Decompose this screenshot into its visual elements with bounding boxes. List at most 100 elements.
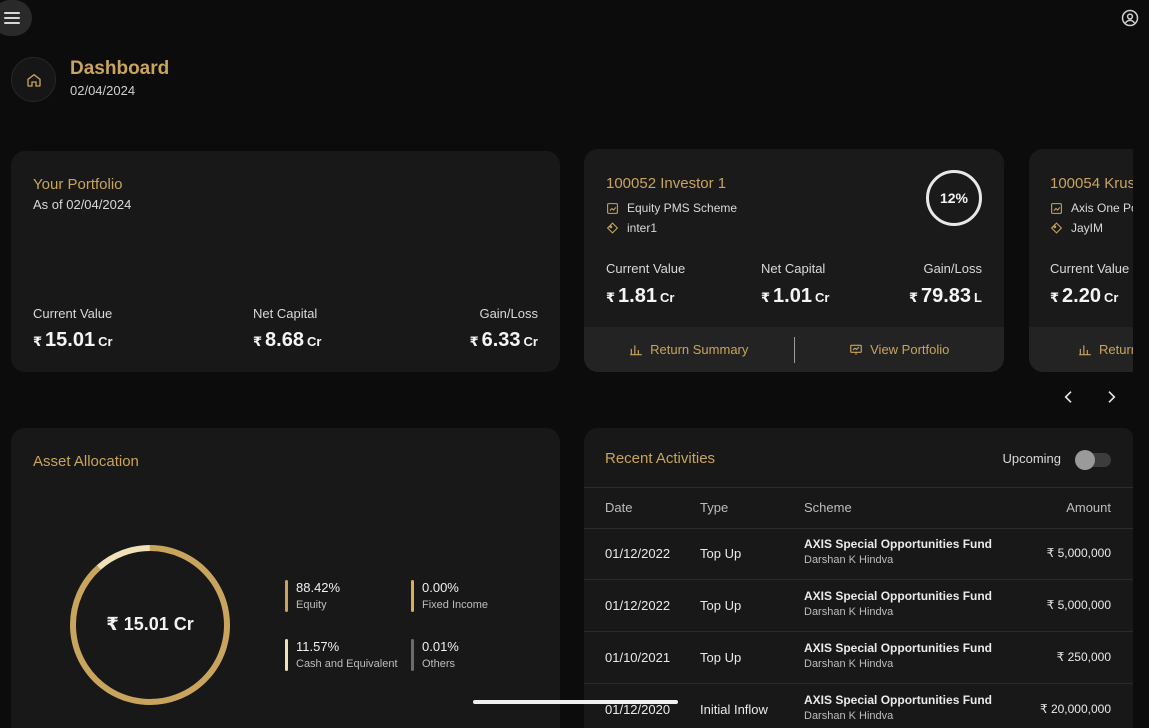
donut-segment-cash-and-equivalent xyxy=(96,545,151,570)
chevron-left-icon[interactable] xyxy=(1061,389,1077,405)
page-title: Dashboard xyxy=(70,58,170,79)
legend-pct: 0.01% xyxy=(422,639,459,654)
portfolio-as-of: As of 02/04/2024 xyxy=(33,197,132,212)
row-type: Initial Inflow xyxy=(700,702,768,717)
investor-card-actions: Return Summary View Portfolio xyxy=(584,327,1004,372)
legend-cash: 11.57% Cash and Equivalent xyxy=(285,639,398,671)
portfolio-title: Your Portfolio xyxy=(33,176,123,193)
table-row[interactable]: 01/12/2022 Top Up AXIS Special Opportuni… xyxy=(584,528,1133,580)
investor-current-value-label: Current Value xyxy=(1050,261,1130,276)
portfolio-gain-loss-label: Gain/Loss xyxy=(479,306,538,321)
investor-scheme-row: Axis One Por xyxy=(1050,201,1133,215)
page-date: 02/04/2024 xyxy=(70,83,136,98)
investor-card-actions: Return xyxy=(1029,327,1133,372)
menu-button[interactable] xyxy=(0,0,32,36)
chevron-right-icon[interactable] xyxy=(1103,389,1119,405)
row-date: 01/12/2022 xyxy=(605,598,671,613)
investor-current-value: ₹1.81 Cr xyxy=(606,285,675,307)
investor-tag: inter1 xyxy=(627,221,658,235)
col-scheme: Scheme xyxy=(804,500,852,515)
investor-card-next: 100054 Krushi Axis One Por JayIM Current… xyxy=(1029,149,1133,372)
row-investor: Darshan K Hindva xyxy=(804,658,894,670)
investor-gain-loss: ₹79.83 L xyxy=(908,285,982,307)
toggle-knob xyxy=(1075,450,1095,470)
portfolio-card: Your Portfolio As of 02/04/2024 Current … xyxy=(11,151,560,372)
table-row[interactable]: 01/12/2022 Top Up AXIS Special Opportuni… xyxy=(584,580,1133,632)
investor-net-capital-label: Net Capital xyxy=(761,261,826,276)
legend-color-bar xyxy=(411,639,414,671)
allocation-total: ₹ 15.01 Cr xyxy=(106,614,194,634)
row-scheme-name: AXIS Special Opportunities Fund xyxy=(804,537,993,551)
col-date: Date xyxy=(605,500,633,515)
legend-pct: 0.00% xyxy=(422,580,459,595)
investor-percent-ring: 12% xyxy=(926,170,982,226)
legend-equity: 88.42% Equity xyxy=(285,580,341,612)
row-type: Top Up xyxy=(700,546,742,561)
row-amount: ₹ 5,000,000 xyxy=(1046,546,1111,560)
home-icon xyxy=(26,73,41,87)
portfolio-gain-loss: ₹6.33 Cr xyxy=(469,329,538,351)
legend-pct: 88.42% xyxy=(296,580,341,595)
row-type: Top Up xyxy=(700,650,742,665)
legend-color-bar xyxy=(285,639,288,671)
investor-title[interactable]: 100054 Krushi xyxy=(1050,175,1133,192)
home-button[interactable] xyxy=(11,57,56,102)
investor-percent: 12% xyxy=(939,190,969,206)
upcoming-label: Upcoming xyxy=(1002,451,1061,466)
legend-label: Cash and Equivalent xyxy=(296,658,398,670)
hamburger-icon xyxy=(4,12,20,24)
return-summary-label: Return Summary xyxy=(650,342,749,357)
table-row[interactable]: 01/10/2021 Top Up AXIS Special Opportuni… xyxy=(584,632,1133,684)
asset-allocation-card: Asset Allocation ₹ 15.01 Cr 88.42% Equit… xyxy=(11,428,560,728)
chart-icon xyxy=(607,202,618,214)
recent-activities-card: Recent Activities Upcoming Date Type Sch… xyxy=(584,428,1133,728)
col-amount: Amount xyxy=(1066,500,1111,515)
legend-label: Others xyxy=(422,658,456,670)
user-profile-icon[interactable] xyxy=(1121,9,1139,27)
bar-chart-icon xyxy=(630,344,642,355)
investor-scheme-row: Equity PMS Scheme xyxy=(606,201,737,215)
row-investor: Darshan K Hindva xyxy=(804,710,894,722)
legend-others: 0.01% Others xyxy=(411,639,459,671)
row-date: 01/12/2022 xyxy=(605,546,671,561)
col-type: Type xyxy=(700,500,729,515)
chart-icon xyxy=(1051,202,1062,214)
row-scheme: AXIS Special Opportunities Fund Darshan … xyxy=(804,693,992,722)
portfolio-net-capital: ₹8.68 Cr xyxy=(253,329,322,351)
activities-table-header: Date Type Scheme Amount xyxy=(584,487,1133,529)
return-summary-button[interactable]: Return Summary xyxy=(584,327,794,372)
row-amount: ₹ 250,000 xyxy=(1056,650,1111,664)
return-summary-label: Return xyxy=(1099,342,1133,357)
legend-color-bar xyxy=(285,580,288,612)
row-scheme-name: AXIS Special Opportunities Fund xyxy=(804,641,993,655)
bar-chart-icon xyxy=(1079,344,1091,355)
portfolio-current-value: ₹15.01 Cr xyxy=(33,329,113,351)
investor-tag-row: inter1 xyxy=(606,221,657,235)
investor-title[interactable]: 100052 Investor 1 xyxy=(606,175,727,192)
return-summary-button[interactable]: Return xyxy=(1078,327,1133,372)
row-amount: ₹ 20,000,000 xyxy=(1039,702,1111,716)
recent-activities-title: Recent Activities xyxy=(605,450,716,467)
row-type: Top Up xyxy=(700,598,742,613)
presentation-icon xyxy=(850,344,862,355)
investor-current-value-label: Current Value xyxy=(606,261,686,276)
tag-icon xyxy=(1050,221,1063,234)
row-investor: Darshan K Hindva xyxy=(804,554,894,566)
legend-pct: 11.57% xyxy=(296,639,340,654)
row-amount: ₹ 5,000,000 xyxy=(1046,598,1111,612)
legend-fixed-income: 0.00% Fixed Income xyxy=(411,580,489,612)
investor-net-capital: ₹1.01 Cr xyxy=(761,285,830,307)
table-row[interactable]: 01/12/2020 Initial Inflow AXIS Special O… xyxy=(584,684,1133,728)
upcoming-toggle[interactable] xyxy=(1075,450,1111,470)
legend-label: Equity xyxy=(296,599,327,611)
legend-label: Fixed Income xyxy=(422,599,489,611)
row-scheme-name: AXIS Special Opportunities Fund xyxy=(804,693,993,707)
tag-icon xyxy=(606,221,619,234)
investor-scheme: Equity PMS Scheme xyxy=(627,201,738,215)
allocation-donut-chart xyxy=(70,545,230,705)
action-divider xyxy=(793,336,795,363)
row-scheme-name: AXIS Special Opportunities Fund xyxy=(804,589,993,603)
row-scheme: AXIS Special Opportunities Fund Darshan … xyxy=(804,537,992,566)
view-portfolio-button[interactable]: View Portfolio xyxy=(795,327,1005,372)
asset-allocation-title: Asset Allocation xyxy=(33,453,139,470)
